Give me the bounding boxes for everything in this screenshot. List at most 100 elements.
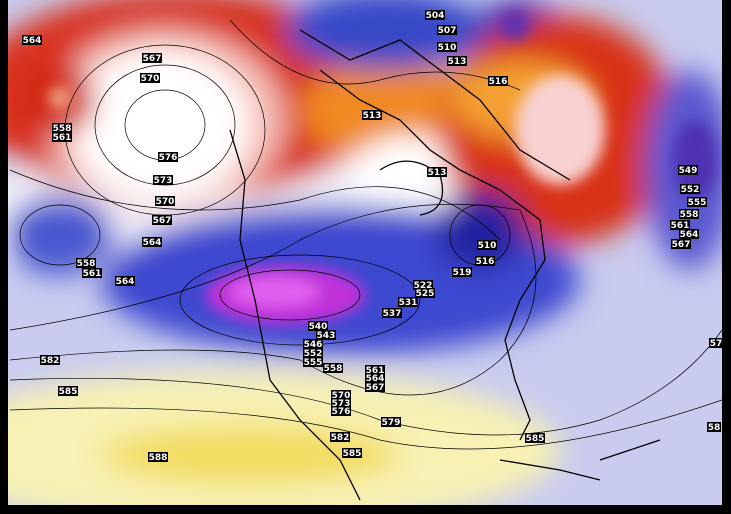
contour-label: 564: [116, 277, 135, 287]
label-box: [308, 321, 328, 331]
label-box: [425, 10, 445, 20]
contour-label: 561: [53, 133, 72, 143]
label-box: [475, 256, 495, 266]
contour-label: 549: [679, 166, 698, 176]
label-box: [707, 422, 721, 432]
label-box: [427, 167, 447, 177]
label-box: [142, 53, 162, 63]
label-box: [52, 123, 72, 133]
label-box: [323, 363, 343, 373]
label-box: [365, 373, 385, 383]
label-box: [155, 196, 175, 206]
contour-label: 567: [143, 54, 162, 64]
label-box: [158, 152, 178, 162]
contour-label: 543: [317, 331, 336, 341]
label-box: [382, 308, 402, 318]
contour-label: 58: [708, 423, 721, 433]
contour-label: 564: [23, 36, 42, 46]
label-box: [148, 452, 168, 462]
contour-label: 546: [304, 340, 323, 350]
contour-label: 555: [304, 358, 323, 368]
contour-label: 561: [671, 221, 690, 231]
label-box: [687, 197, 707, 207]
label-box: [365, 365, 385, 375]
contour-label: 567: [366, 383, 385, 393]
contour-label: 558: [324, 364, 343, 374]
contour-label: 57: [710, 339, 723, 349]
label-box: [437, 42, 457, 52]
label-box: [316, 330, 336, 340]
contour-label: 570: [141, 74, 160, 84]
contour-label: 582: [331, 433, 350, 443]
label-box: [303, 348, 323, 358]
label-box: [82, 268, 102, 278]
contour-label: 585: [59, 387, 78, 397]
label-box: [362, 110, 382, 120]
contour-label: 513: [363, 111, 382, 121]
contour-label: 561: [366, 366, 385, 376]
contour-label: 573: [154, 176, 173, 186]
contour-label: 522: [414, 281, 433, 291]
label-box: [330, 432, 350, 442]
contour-label: 540: [309, 322, 328, 332]
contour-label: 573: [332, 399, 351, 409]
label-box: [437, 25, 457, 35]
contour-label: 585: [526, 434, 545, 444]
frame-bottom: [0, 505, 731, 510]
contour-label: 513: [448, 57, 467, 67]
contour-label: 570: [156, 197, 175, 207]
contour-label: 582: [41, 356, 60, 366]
contour-label: 585: [343, 449, 362, 459]
label-box: [709, 338, 723, 348]
label-box: [22, 35, 42, 45]
contour-label: 516: [476, 257, 495, 267]
contour-label: 555: [688, 198, 707, 208]
frame-left: [0, 0, 8, 510]
label-box: [447, 56, 467, 66]
contour-label: 564: [143, 238, 162, 248]
label-box: [398, 297, 418, 307]
coastlines: [229, 29, 661, 501]
label-box: [413, 280, 433, 290]
contour-lines: [9, 19, 722, 450]
label-box: [488, 76, 508, 86]
label-box: [303, 339, 323, 349]
label-box: [142, 237, 162, 247]
label-box: [58, 386, 78, 396]
contour-label: 588: [149, 453, 168, 463]
label-box: [331, 398, 351, 408]
contour-label: 561: [83, 269, 102, 279]
contour-label: 519: [453, 268, 472, 278]
label-box: [40, 355, 60, 365]
label-box: [76, 258, 96, 268]
frame-right: [722, 0, 731, 510]
label-box: [679, 229, 699, 239]
label-box: [477, 240, 497, 250]
label-box: [671, 239, 691, 249]
label-box: [679, 209, 699, 219]
label-box: [152, 215, 172, 225]
label-box: [525, 433, 545, 443]
contour-label: 552: [681, 185, 700, 195]
contour-label: 567: [672, 240, 691, 250]
contour-label: 564: [680, 230, 699, 240]
label-box: [365, 382, 385, 392]
contour-label: 504: [426, 11, 445, 21]
contour-label: 564: [366, 374, 385, 384]
label-box: [140, 73, 160, 83]
label-box: [452, 267, 472, 277]
contour-label: 570: [332, 391, 351, 401]
contour-label: 558: [53, 124, 72, 134]
contour-label: 567: [153, 216, 172, 226]
contour-label: 537: [383, 309, 402, 319]
contour-label: 576: [159, 153, 178, 163]
label-box: [331, 390, 351, 400]
label-box: [678, 165, 698, 175]
contour-label: 558: [77, 259, 96, 269]
label-box: [303, 357, 323, 367]
contour-label: 579: [382, 418, 401, 428]
contour-label: 507: [438, 26, 457, 36]
